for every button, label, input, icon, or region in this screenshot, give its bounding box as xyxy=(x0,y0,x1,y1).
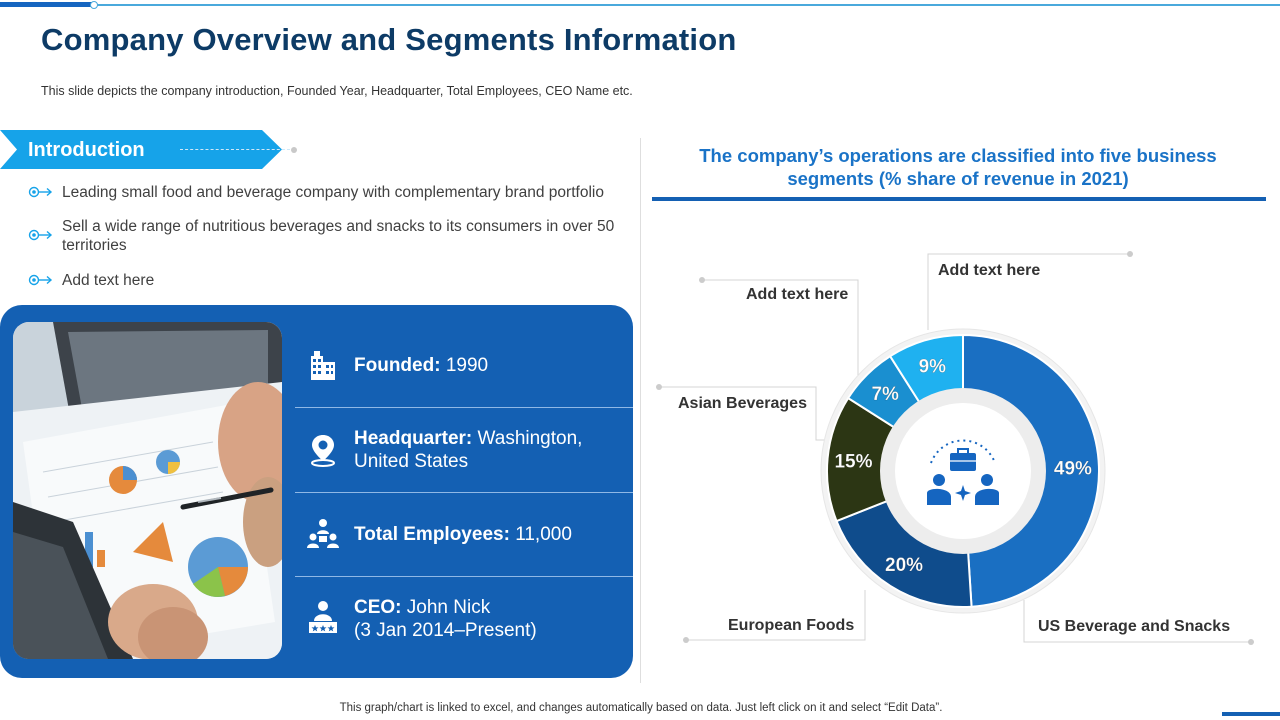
donut-value-label: 15% xyxy=(834,452,872,473)
ceo-person-icon xyxy=(309,601,337,633)
employees-row: Total Employees: 11,000 xyxy=(295,493,633,577)
chart-title: The company’s operations are classified … xyxy=(655,144,1261,190)
bullet-text: Sell a wide range of nutritious beverage… xyxy=(62,218,615,254)
intro-dash xyxy=(180,149,290,150)
headquarter-value-line2: United States xyxy=(354,451,469,472)
list-item: Sell a wide range of nutritious beverage… xyxy=(28,217,636,255)
building-icon xyxy=(311,351,335,380)
bullet-arrow-icon xyxy=(28,229,53,241)
ceo-value: John Nick xyxy=(406,597,491,618)
segment-label-seg5: Add text here xyxy=(938,262,1041,279)
donut-value-label: 49% xyxy=(1054,459,1092,480)
leader-dot-asian xyxy=(656,384,662,390)
leader-dot-european xyxy=(683,637,689,643)
business-meeting-icon xyxy=(927,439,999,505)
chart-title-line2: segments (% share of revenue in 2021) xyxy=(787,168,1129,189)
intro-label: Introduction xyxy=(28,139,145,161)
leader-line-us xyxy=(1023,600,1252,643)
founded-text: Founded: 1990 xyxy=(354,354,488,377)
segment-label-seg4: Add text here xyxy=(746,286,849,303)
leader-line-european xyxy=(686,590,866,641)
leader-line-seg5 xyxy=(927,253,1130,330)
segment-donut-chart: 49% 20% 15% 7% 9% xyxy=(656,251,1254,645)
leader-line-asian xyxy=(660,386,826,441)
donut-slices xyxy=(826,333,1100,608)
location-map-icon xyxy=(311,435,335,467)
team-icon xyxy=(307,519,339,548)
headquarter-text: Headquarter: Washington, United States xyxy=(354,427,582,473)
chart-title-line1: The company’s operations are classified … xyxy=(699,145,1217,166)
donut-value-label: 7% xyxy=(871,384,899,405)
chart-title-rule xyxy=(652,197,1266,201)
donut-value-label: 20% xyxy=(885,555,923,576)
top-rule xyxy=(0,4,1280,6)
list-item: Leading small food and beverage company … xyxy=(28,183,604,202)
segment-label-european: European Foods xyxy=(728,617,855,634)
footer-accent-bar xyxy=(1222,712,1280,716)
employees-label: Total Employees: xyxy=(354,524,510,545)
ceo-label: CEO: xyxy=(354,597,402,618)
top-rule-accent xyxy=(0,2,95,7)
employees-value: 11,000 xyxy=(515,524,572,545)
headquarter-value: Washington, xyxy=(477,428,583,449)
bullet-arrow-icon xyxy=(28,186,53,198)
ceo-tenure: (3 Jan 2014–Present) xyxy=(354,620,537,641)
top-rule-dot xyxy=(90,1,98,9)
footer-note: This graph/chart is linked to excel, and… xyxy=(339,702,943,714)
bullet-arrow-icon xyxy=(28,274,53,286)
employees-text: Total Employees: 11,000 xyxy=(354,523,572,546)
founded-row: Founded: 1990 xyxy=(295,322,633,408)
segment-label-us: US Beverage and Snacks xyxy=(1038,618,1231,635)
leader-dot-seg5 xyxy=(1127,251,1133,257)
list-item: Add text here xyxy=(28,271,154,290)
donut-value-labels: 49% 20% 15% 7% 9% xyxy=(834,356,1092,576)
vertical-divider xyxy=(640,138,641,683)
segment-label-asian: Asian Beverages xyxy=(678,395,807,412)
page-title: Company Overview and Segments Informatio… xyxy=(41,22,737,57)
founded-value: 1990 xyxy=(445,355,489,376)
analysis-photo xyxy=(13,322,282,659)
leader-dot-us xyxy=(1248,639,1254,645)
donut-value-label: 9% xyxy=(919,356,947,377)
leader-line-seg4 xyxy=(702,279,859,380)
headquarter-row: Headquarter: Washington, United States xyxy=(295,408,633,493)
bullet-text: Leading small food and beverage company … xyxy=(62,184,604,201)
page-subtitle: This slide depicts the company introduct… xyxy=(41,84,633,98)
intro-dot xyxy=(291,147,297,153)
ceo-row: CEO: John Nick (3 Jan 2014–Present) xyxy=(295,577,633,659)
founded-label: Founded: xyxy=(354,355,441,376)
bullet-text: Add text here xyxy=(62,272,155,289)
leader-dot-seg4 xyxy=(699,277,705,283)
leader-lines xyxy=(656,251,1254,645)
ceo-text: CEO: John Nick (3 Jan 2014–Present) xyxy=(354,596,537,642)
headquarter-label: Headquarter: xyxy=(354,428,473,449)
